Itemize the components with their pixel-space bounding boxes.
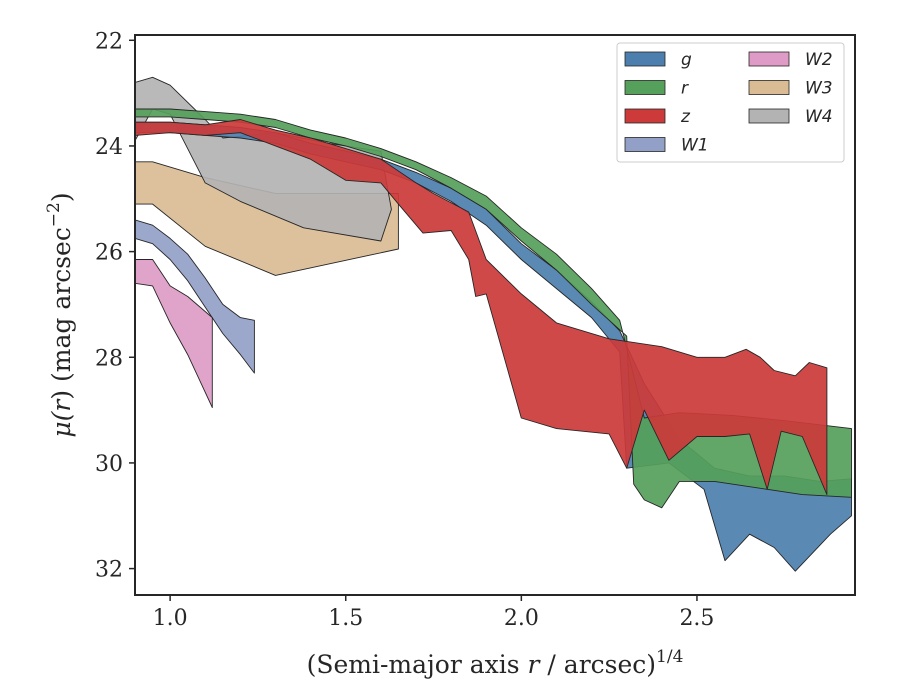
x-tick-label: 2.0: [504, 606, 539, 631]
y-tick-label: 22: [95, 29, 123, 54]
legend-label-r: r: [681, 79, 689, 99]
x-axis-ticks: 1.0 1.5 2.0 2.5: [153, 595, 714, 631]
x-axis-label: (Semi-major axis r / arcsec)1/4: [307, 647, 684, 679]
x-tick-label: 2.5: [679, 606, 714, 631]
y-axis-ticks: 22 24 26 28 30 32: [95, 29, 135, 583]
plot-frame: [134, 34, 856, 596]
band-w1: [135, 219, 255, 374]
legend-swatch-w2: [748, 51, 790, 67]
legend-label-w2: W2: [805, 50, 833, 70]
legend-label-w1: W1: [681, 136, 709, 156]
x-tick-label: 1.0: [153, 606, 188, 631]
legend-label-g: g: [681, 50, 692, 70]
legend-swatch-r: [624, 80, 666, 95]
y-tick-label: 30: [95, 452, 123, 477]
legend-swatch-w4: [748, 108, 790, 124]
legend-frame: [616, 42, 845, 163]
y-tick-label: 28: [95, 346, 123, 371]
legend: grz W1 W2 W3 W4: [616, 42, 845, 163]
legend-swatch-w3: [748, 80, 790, 95]
band-w3: [135, 161, 399, 276]
profile-bands: [135, 76, 852, 572]
legend-swatch-w1: [624, 137, 666, 152]
y-tick-label: 32: [95, 558, 123, 583]
legend-swatch-z: [624, 108, 666, 124]
y-tick-label: 24: [95, 135, 123, 160]
legend-label-z: z: [680, 107, 691, 127]
legend-swatch-g: [624, 51, 666, 67]
legend-label-w4: W4: [805, 107, 833, 127]
band-w2: [135, 259, 213, 408]
band-z: [135, 119, 828, 496]
band-r: [135, 108, 852, 509]
legend-label-w3: W3: [805, 79, 833, 99]
y-axis-label: μ(r) (mag arcsec−2): [44, 192, 76, 437]
x-tick-label: 1.5: [328, 606, 363, 631]
y-tick-label: 26: [95, 241, 123, 266]
